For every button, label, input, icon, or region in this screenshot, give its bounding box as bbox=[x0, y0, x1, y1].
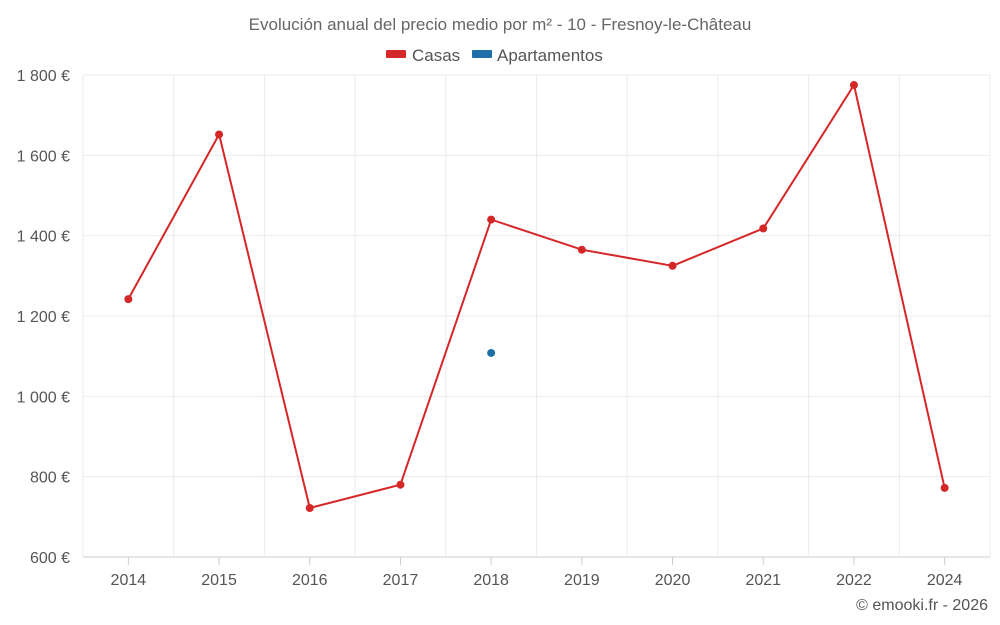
series bbox=[124, 81, 949, 512]
x-tick-label: 2022 bbox=[836, 572, 872, 589]
data-point-casas[interactable] bbox=[215, 130, 224, 139]
data-point-casas[interactable] bbox=[487, 215, 496, 224]
data-point-casas[interactable] bbox=[396, 480, 405, 489]
data-point-casas[interactable] bbox=[940, 483, 949, 492]
axes: 600 € 800 € 1 000 € 1 200 € 1 400 € 1 600 € 1 … bbox=[17, 68, 963, 589]
x-tick-label: 2014 bbox=[111, 572, 147, 589]
series-line-casas bbox=[127, 82, 946, 510]
y-tick-label: 600 € bbox=[30, 550, 70, 567]
credit-text: © emooki.fr - 2026 bbox=[856, 597, 988, 614]
legend-label-apartamentos[interactable]: Apartamentos bbox=[497, 46, 603, 65]
data-point-apartamentos[interactable] bbox=[487, 348, 496, 357]
data-point-casas[interactable] bbox=[124, 295, 133, 304]
x-tick-label: 2018 bbox=[473, 572, 509, 589]
legend: Casas Apartamentos bbox=[386, 46, 603, 65]
x-tick-label: 2016 bbox=[292, 572, 328, 589]
legend-swatch-casas[interactable] bbox=[386, 50, 406, 58]
x-tick-label: 2021 bbox=[745, 572, 781, 589]
x-tick-label: 2015 bbox=[201, 572, 237, 589]
data-point-casas[interactable] bbox=[759, 224, 768, 233]
data-point-casas[interactable] bbox=[577, 245, 586, 254]
y-tick-label: 1 200 € bbox=[17, 309, 70, 326]
grid bbox=[82, 74, 991, 558]
chart-title: Evolución anual del precio medio por m² … bbox=[249, 15, 752, 34]
y-tick-label: 800 € bbox=[30, 470, 70, 487]
y-tick-label: 1 600 € bbox=[17, 148, 70, 165]
data-point-casas[interactable] bbox=[305, 503, 314, 512]
x-tick-label: 2024 bbox=[927, 572, 963, 589]
x-tick-label: 2019 bbox=[564, 572, 600, 589]
x-tick-label: 2017 bbox=[383, 572, 419, 589]
y-tick-label: 1 000 € bbox=[17, 389, 70, 406]
y-tick-label: 1 400 € bbox=[17, 229, 70, 246]
legend-label-casas[interactable]: Casas bbox=[412, 46, 460, 65]
data-point-casas[interactable] bbox=[668, 261, 677, 270]
y-tick-label: 1 800 € bbox=[17, 68, 70, 85]
x-tick-label: 2020 bbox=[655, 572, 691, 589]
legend-swatch-apartamentos[interactable] bbox=[472, 50, 492, 58]
data-point-casas[interactable] bbox=[849, 81, 858, 90]
